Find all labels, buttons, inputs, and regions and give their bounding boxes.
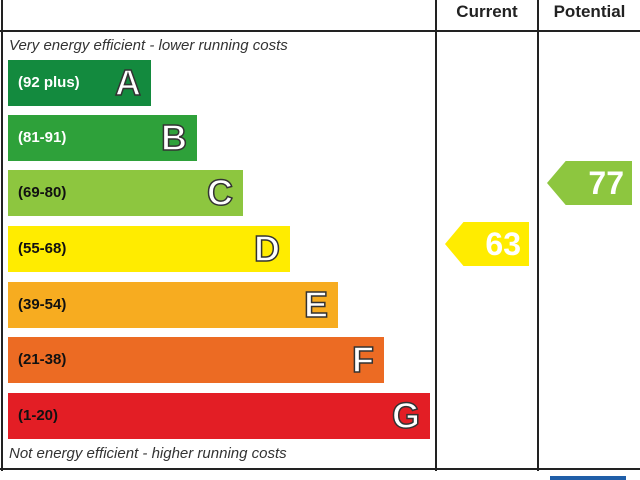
band-bar-a: (92 plus) A xyxy=(8,60,151,106)
blue-tab xyxy=(550,476,626,480)
band-range: (21-38) xyxy=(18,351,67,368)
left-border xyxy=(1,0,3,471)
band-letter: C xyxy=(206,171,234,214)
potential-column-divider xyxy=(537,0,539,471)
band-range: (1-20) xyxy=(18,407,59,424)
band-bar-b: (81-91) B xyxy=(8,115,197,161)
band-letter: B xyxy=(160,116,188,159)
potential-rating-arrow: 77 xyxy=(547,161,632,205)
top-note: Very energy efficient - lower running co… xyxy=(9,37,288,54)
band-letter: A xyxy=(114,61,142,104)
band-range: (92 plus) xyxy=(18,74,80,91)
band-range: (55-68) xyxy=(18,240,67,257)
band-bar-f: (21-38) F xyxy=(8,337,384,383)
current-rating-value: 63 xyxy=(485,226,521,262)
bottom-border xyxy=(0,468,640,470)
band-bar-c: (69-80) C xyxy=(8,170,243,216)
bottom-note: Not energy efficient - higher running co… xyxy=(9,445,287,462)
potential-header: Potential xyxy=(553,2,626,21)
current-header: Current xyxy=(456,2,518,21)
band-range: (39-54) xyxy=(18,296,67,313)
band-range: (69-80) xyxy=(18,184,67,201)
band-range: (81-91) xyxy=(18,129,67,146)
band-bar-g: (1-20) G xyxy=(8,393,430,439)
band-letter: D xyxy=(253,227,281,270)
band-letter: F xyxy=(351,338,375,381)
potential-rating-value: 77 xyxy=(588,165,624,201)
current-column-divider xyxy=(435,0,437,471)
header-divider xyxy=(0,30,640,32)
current-rating-arrow: 63 xyxy=(445,222,529,266)
band-letter: E xyxy=(303,283,329,326)
band-bar-e: (39-54) E xyxy=(8,282,338,328)
band-bar-d: (55-68) D xyxy=(8,226,290,272)
band-letter: G xyxy=(391,394,421,437)
